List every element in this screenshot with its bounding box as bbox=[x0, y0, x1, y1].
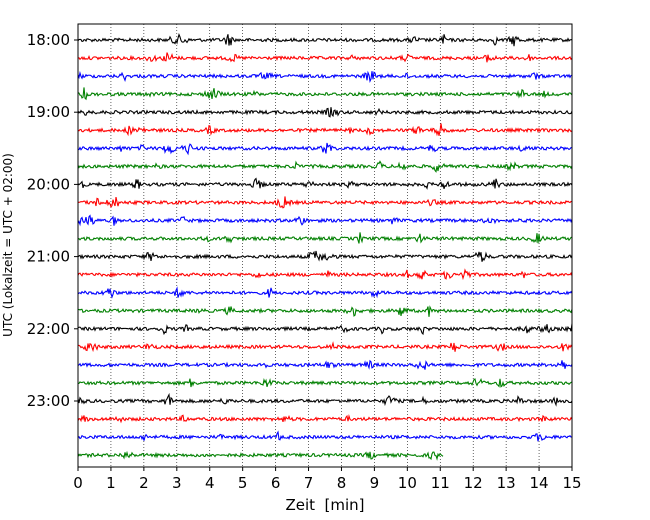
y-axis: 18:00 19:00 20:00 21:00 22:00 23:00 bbox=[27, 31, 78, 410]
x-tick-label: 10 bbox=[398, 474, 417, 492]
trace-2000 bbox=[77, 177, 573, 190]
trace-2245 bbox=[77, 377, 573, 388]
x-tick-label: 15 bbox=[562, 474, 581, 492]
trace-2330 bbox=[77, 430, 573, 442]
x-tick-label: 6 bbox=[271, 474, 281, 492]
x-tick-label: 3 bbox=[172, 474, 182, 492]
y-axis-label: UTC (Lokalzeit = UTC + 02:00) bbox=[1, 153, 15, 337]
x-axis: 0 1 2 3 4 5 6 7 8 9 10 11 12 13 14 15 bbox=[73, 467, 582, 492]
trace-2115 bbox=[77, 268, 573, 281]
y-tick-label: 21:00 bbox=[27, 248, 70, 266]
trace-2130 bbox=[77, 286, 573, 299]
x-tick-label: 9 bbox=[370, 474, 380, 492]
y-tick-label: 20:00 bbox=[27, 175, 70, 193]
x-tick-label: 7 bbox=[304, 474, 314, 492]
seismic-traces bbox=[77, 32, 573, 461]
x-tick-label: 5 bbox=[238, 474, 248, 492]
trace-1915 bbox=[77, 123, 573, 137]
x-tick-label: 13 bbox=[497, 474, 516, 492]
trace-2145 bbox=[77, 305, 573, 317]
x-tick-label: 12 bbox=[464, 474, 483, 492]
trace-2100 bbox=[77, 250, 573, 262]
y-tick-label: 19:00 bbox=[27, 103, 70, 121]
trace-2230 bbox=[77, 359, 573, 370]
x-tick-label: 1 bbox=[106, 474, 116, 492]
x-tick-label: 14 bbox=[530, 474, 549, 492]
x-tick-label: 11 bbox=[431, 474, 450, 492]
trace-2345 bbox=[77, 450, 444, 461]
grid-lines bbox=[110, 24, 540, 467]
trace-2215 bbox=[77, 341, 573, 353]
trace-1900 bbox=[77, 107, 573, 118]
plot-frame bbox=[77, 23, 573, 468]
x-tick-label: 0 bbox=[73, 474, 83, 492]
x-tick-label: 4 bbox=[205, 474, 215, 492]
trace-1800 bbox=[77, 32, 573, 47]
trace-2300 bbox=[77, 392, 573, 407]
x-tick-label: 8 bbox=[337, 474, 347, 492]
y-tick-label: 22:00 bbox=[27, 320, 70, 338]
trace-2200 bbox=[77, 323, 573, 336]
trace-1845 bbox=[77, 87, 573, 101]
x-tick-label: 2 bbox=[139, 474, 149, 492]
trace-1945 bbox=[77, 160, 573, 173]
trace-1815 bbox=[77, 52, 573, 63]
trace-2315 bbox=[77, 413, 573, 424]
y-tick-label: 18:00 bbox=[27, 31, 70, 49]
x-axis-label: Zeit [min] bbox=[285, 496, 364, 514]
trace-2045 bbox=[77, 232, 573, 244]
y-tick-label: 23:00 bbox=[27, 392, 70, 410]
trace-2030 bbox=[77, 214, 573, 227]
trace-2015 bbox=[77, 196, 573, 209]
trace-1930 bbox=[77, 142, 573, 156]
trace-1830 bbox=[77, 70, 573, 83]
